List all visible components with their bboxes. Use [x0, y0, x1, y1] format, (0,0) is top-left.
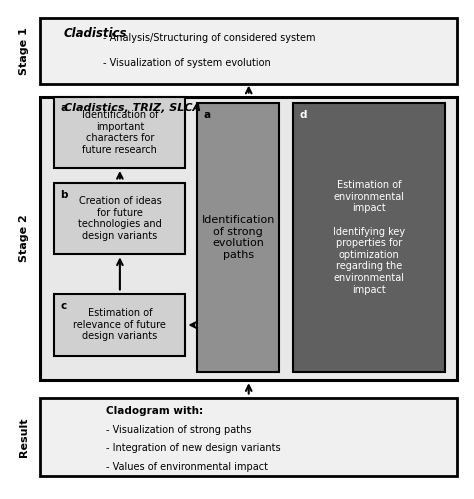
Text: Cladistics: Cladistics [64, 27, 127, 40]
Text: Identification of
important
characters for
future research: Identification of important characters f… [82, 110, 158, 155]
Text: Stage 2: Stage 2 [19, 215, 29, 262]
Text: - Analysis/Structuring of considered system: - Analysis/Structuring of considered sys… [103, 33, 316, 43]
Text: Result: Result [19, 417, 29, 457]
Text: Estimation of
relevance of future
design variants: Estimation of relevance of future design… [73, 308, 166, 341]
Text: Identification
of strong
evolution
paths: Identification of strong evolution paths [201, 215, 275, 260]
FancyBboxPatch shape [197, 103, 279, 372]
Text: Creation of ideas
for future
technologies and
design variants: Creation of ideas for future technologie… [78, 196, 162, 241]
FancyBboxPatch shape [293, 103, 446, 372]
FancyBboxPatch shape [55, 183, 185, 254]
FancyBboxPatch shape [40, 17, 457, 84]
Text: Cladogram with:: Cladogram with: [106, 406, 203, 416]
Text: - Values of environmental impact: - Values of environmental impact [106, 462, 268, 472]
Text: - Visualization of system evolution: - Visualization of system evolution [103, 58, 271, 68]
FancyBboxPatch shape [55, 96, 185, 168]
Text: a: a [203, 110, 210, 120]
Text: - Visualization of strong paths: - Visualization of strong paths [106, 425, 251, 435]
Text: Stage 1: Stage 1 [19, 27, 29, 75]
FancyBboxPatch shape [40, 398, 457, 477]
Text: b: b [60, 190, 68, 200]
Text: Estimation of
environmental
impact

Identifying key
properties for
optimization
: Estimation of environmental impact Ident… [333, 180, 405, 294]
Text: d: d [299, 110, 307, 120]
Text: Cladistics, TRIZ, SLCA: Cladistics, TRIZ, SLCA [64, 103, 201, 113]
Text: a: a [60, 103, 67, 113]
Text: - Integration of new design variants: - Integration of new design variants [106, 444, 281, 454]
FancyBboxPatch shape [40, 96, 457, 380]
Text: c: c [60, 301, 67, 311]
FancyBboxPatch shape [55, 294, 185, 356]
